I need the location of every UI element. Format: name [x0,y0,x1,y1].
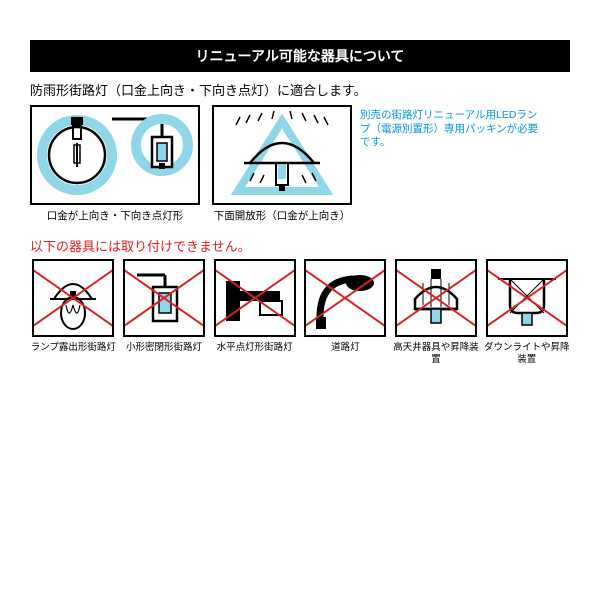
bad6-box [486,259,568,337]
bad-figure-6: ダウンライトや昇降装置 [483,259,570,367]
bad-figure-1: ランプ露出形街路灯 [30,259,117,367]
document-container: リニューアル可能な器具について 防雨形街路灯（口金上向き・下向き点灯）に適合しま… [30,40,570,366]
globe-lamp-icon [32,107,198,203]
bad1-box [32,259,114,337]
bad2-box [123,259,205,337]
bad3-caption: 水平点灯形街路灯 [211,342,298,354]
open-bottom-lamp-icon [214,107,350,203]
bad-figure-3: 水平点灯形街路灯 [211,259,298,367]
bad4-box [304,259,386,337]
suitable-heading: 防雨形街路灯（口金上向き・下向き点灯）に適合します。 [30,80,570,99]
exposed-lamp-icon [34,261,112,335]
figure2-box [212,105,352,205]
bad5-box [395,259,477,337]
road-light-icon [306,261,384,335]
figure2-note: 別売の街路灯リニューアル用LEDランプ（電源別置形）専用パッキンが必要です。 [360,109,540,150]
title-bar: リニューアル可能な器具について [30,40,570,72]
incompatible-heading: 以下の器具には取り付けできません。 [30,236,570,255]
small-enclosed-icon [125,261,203,335]
bad-figure-2: 小形密閉形街路灯 [121,259,208,367]
bad-figure-5: 高天井器具や昇降装置 [393,259,480,367]
bad6-caption: ダウンライトや昇降装置 [483,342,570,367]
suitable-figure-1: 口金が上向き・下向き点灯形 [30,105,200,224]
downlight-icon [488,261,566,335]
horizontal-lamp-icon [216,261,294,335]
bad3-box [214,259,296,337]
bad2-caption: 小形密閉形街路灯 [121,342,208,354]
bad4-caption: 道路灯 [302,342,389,354]
bad-figure-4: 道路灯 [302,259,389,367]
bad5-caption: 高天井器具や昇降装置 [393,342,480,367]
suitable-figures-row: 口金が上向き・下向き点灯形 [30,105,570,224]
suitable-figure-2: 下面開放形（口金が上向き） 別売の街路灯リニューアル用LEDランプ（電源別置形）… [212,105,540,224]
bad1-caption: ランプ露出形街路灯 [30,342,117,354]
figure1-box [30,105,200,205]
high-ceiling-icon [397,261,475,335]
figure2-caption: 下面開放形（口金が上向き） [212,210,352,224]
figure1-caption: 口金が上向き・下向き点灯形 [30,210,200,224]
incompatible-figures-row: ランプ露出形街路灯 小形密閉形街路灯 水平点灯形街 [30,259,570,367]
